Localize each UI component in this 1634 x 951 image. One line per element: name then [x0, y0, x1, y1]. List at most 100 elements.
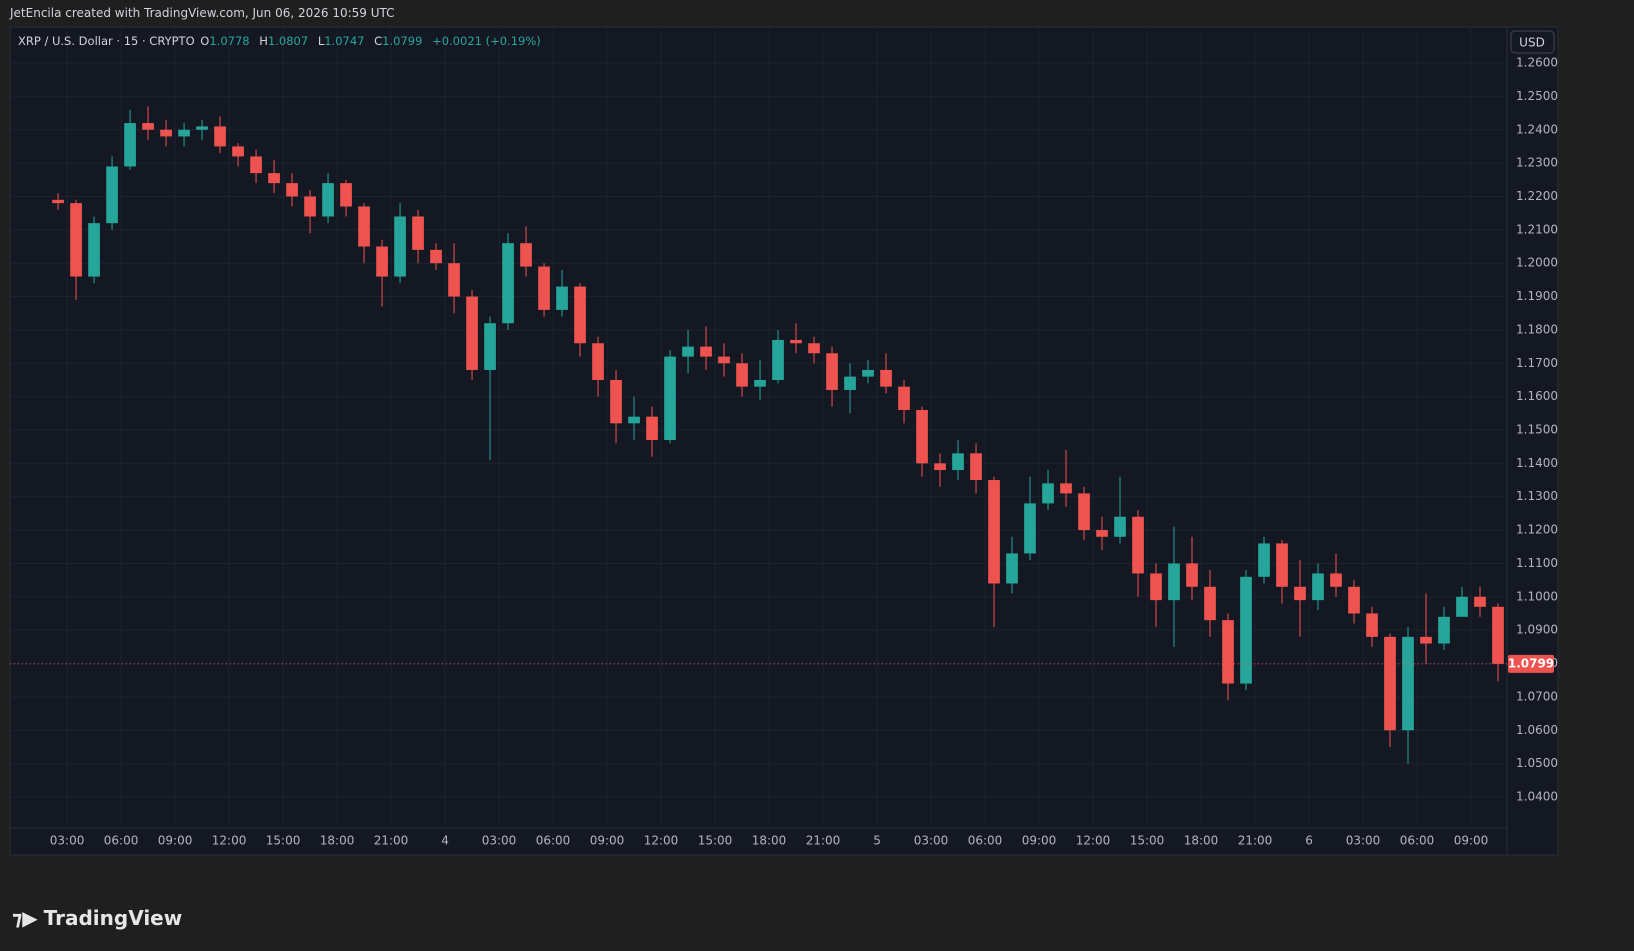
candle-body: [1060, 483, 1072, 494]
candle-body: [916, 409, 928, 464]
close-key: C: [374, 34, 383, 48]
x-tick-label: 15:00: [698, 834, 733, 848]
candle-body: [88, 223, 100, 277]
candle-body: [430, 249, 442, 264]
candle-body: [1474, 596, 1486, 607]
chart-background: [9, 26, 1559, 856]
candle-body: [520, 243, 532, 267]
legend: XRP / U.S. Dollar · 15 · CRYPTO O1.0778 …: [18, 34, 547, 48]
candle-body: [1492, 606, 1504, 664]
candle-body: [196, 126, 208, 130]
candle-body: [646, 416, 658, 441]
y-tick-label: 1.1400: [1516, 456, 1558, 470]
y-tick-label: 1.2000: [1516, 256, 1558, 270]
candle-body: [1186, 563, 1198, 587]
low-value: 1.0747: [324, 34, 365, 48]
last-price-label: 1.0799: [1508, 656, 1554, 670]
x-tick-label: 6: [1305, 834, 1313, 848]
brand: ⁊▶ TradingView: [12, 906, 182, 930]
change: +0.0021 (+0.19%): [432, 34, 541, 48]
candle-body: [1330, 573, 1342, 587]
candle-body: [700, 346, 712, 357]
y-tick-label: 1.1000: [1516, 589, 1558, 603]
low-key: L: [317, 34, 325, 48]
candle-body: [592, 343, 604, 380]
candle-body: [304, 196, 316, 217]
candle-body: [952, 453, 964, 471]
candle-body: [1276, 543, 1288, 587]
x-tick-label: 03:00: [50, 834, 85, 848]
candle-body: [358, 206, 370, 247]
candle-body: [322, 183, 334, 217]
candle-body: [1042, 483, 1054, 504]
candle-body: [1384, 636, 1396, 731]
candle-body: [124, 123, 136, 167]
axes: 1.04001.05001.06001.07001.08001.09001.10…: [50, 56, 1558, 848]
y-tick-label: 1.2300: [1516, 156, 1558, 170]
x-tick-label: 09:00: [590, 834, 625, 848]
candle-body: [412, 216, 424, 250]
x-tick-label: 4: [441, 834, 449, 848]
x-tick-label: 09:00: [158, 834, 193, 848]
high-key: H: [259, 34, 268, 48]
candle-body: [826, 353, 838, 390]
y-tick-label: 1.0400: [1516, 789, 1558, 803]
currency-label[interactable]: USD: [1519, 36, 1545, 50]
candle-body: [808, 343, 820, 354]
candle-body: [448, 263, 460, 297]
currency-button[interactable]: [1510, 30, 1555, 54]
candle-body: [1024, 503, 1036, 554]
x-tick-label: 09:00: [1022, 834, 1057, 848]
x-tick-label: 12:00: [644, 834, 679, 848]
candle-body: [862, 369, 874, 377]
candle-body: [484, 323, 496, 370]
candle-body: [1420, 636, 1432, 644]
candle-body: [1456, 596, 1468, 617]
y-tick-label: 1.2400: [1516, 122, 1558, 136]
y-tick-label: 1.1700: [1516, 356, 1558, 370]
y-tick-label: 1.2200: [1516, 189, 1558, 203]
candle-body: [610, 379, 622, 424]
candle-body: [160, 129, 172, 137]
candle-body: [664, 356, 676, 441]
candle-body: [1348, 586, 1360, 614]
x-tick-label: 15:00: [266, 834, 301, 848]
x-tick-label: 21:00: [806, 834, 841, 848]
brand-logo: ⁊▶: [12, 906, 38, 930]
candle-body: [1240, 576, 1252, 684]
candle-body: [790, 339, 802, 344]
symbol: XRP / U.S. Dollar · 15 · CRYPTO: [18, 34, 195, 48]
x-tick-label: 21:00: [1238, 834, 1273, 848]
x-tick-label: 15:00: [1130, 834, 1165, 848]
candle-body: [1438, 616, 1450, 644]
x-tick-label: 06:00: [1400, 834, 1435, 848]
candle-body: [754, 379, 766, 387]
candle-body: [538, 266, 550, 310]
last-price-tag: [1508, 654, 1554, 673]
y-tick-label: 1.1900: [1516, 289, 1558, 303]
candle-body: [214, 126, 226, 147]
candle-body: [970, 453, 982, 481]
x-tick-label: 18:00: [752, 834, 787, 848]
x-tick-label: 03:00: [1346, 834, 1381, 848]
x-tick-label: 06:00: [536, 834, 571, 848]
candle-body: [628, 416, 640, 424]
x-tick-label: 06:00: [104, 834, 139, 848]
candle-body: [574, 286, 586, 344]
candle-body: [772, 339, 784, 380]
candle-body: [466, 296, 478, 370]
candle-body: [898, 386, 910, 410]
candle-body: [1078, 493, 1090, 531]
x-tick-label: 03:00: [914, 834, 949, 848]
candle-body: [1258, 543, 1270, 577]
x-tick-label: 21:00: [374, 834, 409, 848]
y-tick-label: 1.1100: [1516, 556, 1558, 570]
candle-body: [394, 216, 406, 277]
candle-body: [142, 123, 154, 130]
candle-body: [502, 243, 514, 324]
x-tick-label: 03:00: [482, 834, 517, 848]
candle-body: [1006, 553, 1018, 584]
candle-body: [736, 363, 748, 387]
candle-body: [880, 369, 892, 387]
